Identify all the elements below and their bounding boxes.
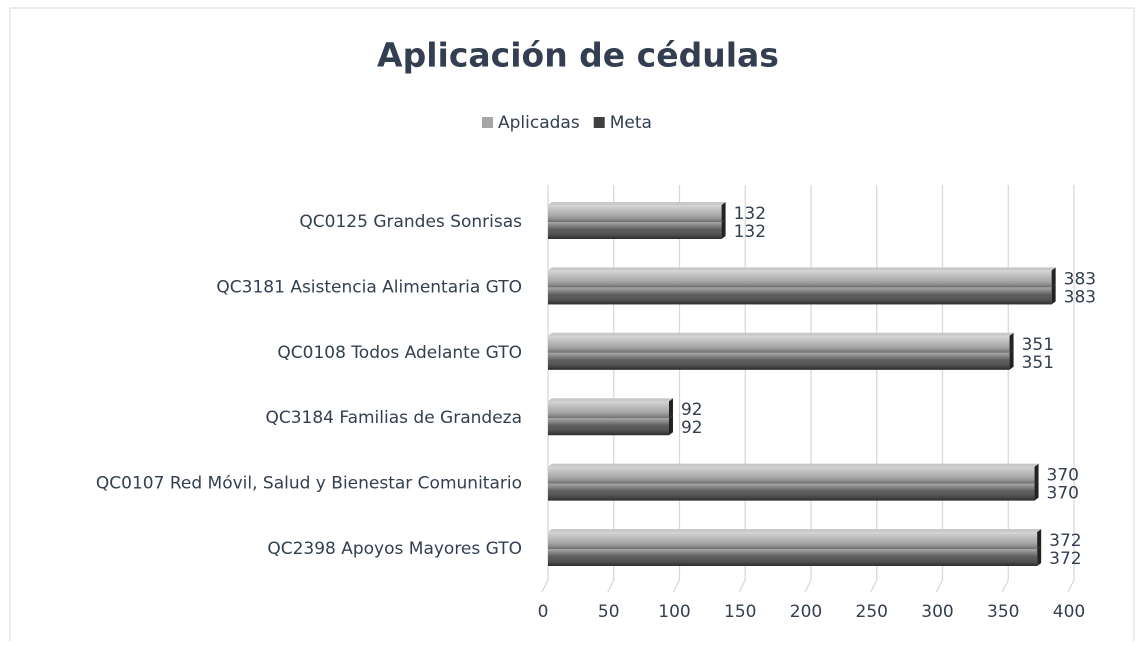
- bar-side: [1051, 284, 1056, 305]
- bar-side: [1034, 463, 1039, 484]
- x-tick-label: 100: [658, 602, 690, 622]
- bar-shine: [548, 270, 1052, 288]
- bar-shine: [548, 287, 1052, 305]
- bar-top: [548, 529, 1042, 532]
- data-label: 383: [1064, 269, 1096, 289]
- data-label: 92: [681, 400, 703, 420]
- grid-line-floor: [870, 579, 878, 593]
- grid-line-floor: [1001, 579, 1009, 593]
- y-tick-label: QC2398 Apoyos Mayores GTO: [267, 539, 522, 559]
- x-tick-label: 250: [856, 602, 888, 622]
- bar-side: [1034, 480, 1039, 501]
- y-tick-label: QC3181 Asistencia Alimentaria GTO: [216, 277, 522, 297]
- y-tick-label: QC3184 Familias de Grandeza: [265, 408, 522, 428]
- legend-swatch: [593, 117, 605, 128]
- bar-side: [721, 219, 726, 239]
- x-tick-label: 0: [538, 602, 549, 622]
- bar-shine: [548, 205, 722, 222]
- chart-frame: [9, 7, 1135, 645]
- bar-side: [1037, 546, 1042, 566]
- bar-shine: [548, 483, 1035, 501]
- bar-side: [668, 398, 673, 419]
- x-tick-label: 350: [987, 602, 1019, 622]
- grid-line-floor: [738, 579, 746, 593]
- x-tick-label: 300: [921, 602, 953, 622]
- bar-shine: [548, 466, 1035, 484]
- bar-side: [721, 202, 726, 222]
- bar-shine: [548, 335, 1010, 353]
- y-tick-label: QC0108 Todos Adelante GTO: [277, 343, 522, 363]
- bar-shine: [548, 222, 722, 239]
- data-label: 351: [1022, 353, 1054, 373]
- grid-line-floor: [804, 579, 812, 593]
- data-label: 372: [1049, 549, 1081, 569]
- grid-line-floor: [607, 579, 615, 593]
- bar-side: [1009, 349, 1014, 370]
- bar-top: [548, 267, 1056, 271]
- data-label: 92: [681, 418, 703, 438]
- legend-swatch: [482, 117, 493, 128]
- bar-shine: [548, 532, 1038, 549]
- data-label: 351: [1022, 335, 1054, 355]
- grid-line-floor: [672, 579, 681, 593]
- bar-shine: [548, 401, 669, 419]
- bar-top: [548, 398, 673, 402]
- bar-top: [548, 463, 1039, 467]
- y-tick-label: QC0107 Red Móvil, Salud y Bienestar Comu…: [96, 474, 522, 494]
- bar-shine: [548, 549, 1038, 566]
- data-label: 132: [734, 222, 766, 242]
- grid-line-floor: [541, 579, 549, 593]
- bar-side: [1037, 529, 1042, 549]
- y-tick-label: QC0125 Grandes Sonrisas: [299, 212, 522, 232]
- data-label: 132: [734, 204, 766, 224]
- bar-top: [548, 202, 726, 205]
- legend-label: Aplicadas: [498, 113, 580, 133]
- x-tick-label: 50: [598, 602, 620, 622]
- bar-side: [668, 415, 673, 436]
- grid-line-floor: [935, 579, 944, 593]
- chart-title: Aplicación de cédulas: [377, 36, 779, 75]
- grid-line-floor: [1067, 579, 1075, 593]
- bar-shine: [548, 352, 1010, 370]
- bar-shine: [548, 418, 669, 436]
- bar-side: [1009, 332, 1014, 353]
- x-tick-label: 400: [1053, 602, 1085, 622]
- x-tick-label: 150: [724, 602, 756, 622]
- bar-top: [548, 332, 1014, 336]
- bar-side: [1051, 267, 1056, 288]
- legend-label: Meta: [610, 113, 652, 133]
- data-label: 370: [1047, 466, 1079, 486]
- data-label: 383: [1064, 287, 1096, 307]
- x-tick-label: 200: [790, 602, 822, 622]
- data-label: 372: [1049, 531, 1081, 551]
- data-label: 370: [1047, 484, 1079, 504]
